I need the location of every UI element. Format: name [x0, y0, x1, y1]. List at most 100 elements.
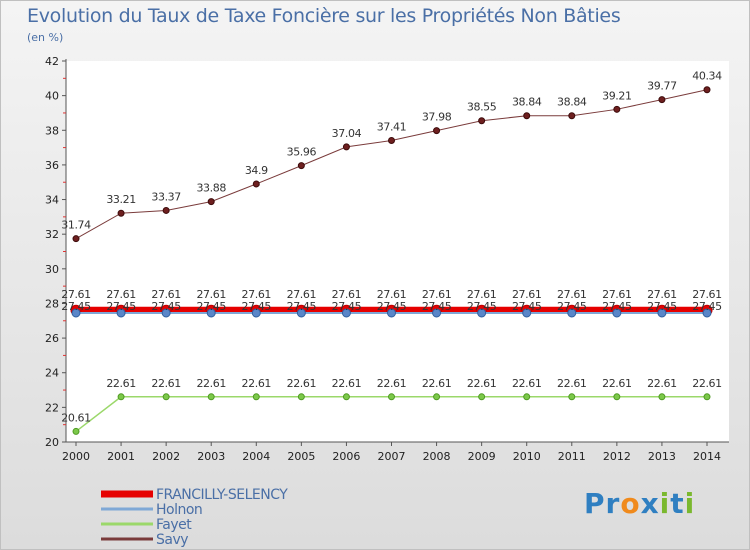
data-label-savy: 37.98 [422, 111, 452, 124]
data-point-holnon [567, 308, 577, 318]
data-point-savy [342, 143, 350, 151]
data-point-holnon [657, 308, 667, 318]
data-point-holnon [161, 308, 171, 318]
data-point-fayet [613, 393, 621, 401]
y-tick-label: 24 [45, 367, 59, 380]
data-point-savy [433, 127, 441, 135]
data-label-fayet: 22.61 [106, 377, 136, 390]
data-label-holnon: 27.45 [242, 300, 272, 313]
data-point-holnon [341, 308, 351, 318]
plot-area [66, 61, 729, 442]
data-label-fayet: 22.61 [467, 377, 497, 390]
data-label-savy: 37.41 [377, 120, 407, 133]
data-point-savy [568, 112, 576, 120]
data-label-francilly-selency: 27.61 [151, 288, 181, 301]
data-label-savy: 35.96 [287, 146, 317, 159]
x-tick-label: 2012 [603, 450, 631, 463]
x-tick-label: 2013 [648, 450, 676, 463]
data-label-savy: 39.21 [602, 89, 632, 102]
logo-letter: t [670, 487, 685, 520]
data-point-fayet [252, 393, 260, 401]
x-tick-label: 2010 [513, 450, 541, 463]
data-label-francilly-selency: 27.61 [602, 288, 632, 301]
data-label-fayet: 22.61 [242, 377, 272, 390]
data-point-fayet [207, 393, 215, 401]
y-tick-label: 22 [45, 401, 59, 414]
data-label-holnon: 27.45 [512, 300, 542, 313]
data-label-francilly-selency: 27.61 [332, 288, 362, 301]
data-label-francilly-selency: 27.61 [557, 288, 587, 301]
data-label-holnon: 27.45 [332, 300, 362, 313]
data-label-fayet: 22.61 [332, 377, 362, 390]
data-point-savy [162, 206, 170, 214]
legend-label-francilly-selency: FRANCILLY-SELENCY [156, 487, 288, 503]
data-label-francilly-selency: 27.61 [61, 288, 91, 301]
y-tick-label: 30 [45, 263, 59, 276]
data-point-holnon [251, 308, 261, 318]
data-label-holnon: 27.45 [467, 300, 497, 313]
y-tick-label: 20 [45, 436, 59, 449]
chart-title: Evolution du Taux de Taxe Foncière sur l… [27, 5, 621, 27]
data-label-fayet: 22.61 [692, 377, 722, 390]
data-point-holnon [296, 308, 306, 318]
data-point-savy [252, 180, 260, 188]
data-point-holnon [702, 308, 712, 318]
proxiti-logo: Proxiti [584, 487, 695, 520]
data-point-holnon [116, 308, 126, 318]
x-tick-label: 2009 [468, 450, 496, 463]
data-point-holnon [432, 308, 442, 318]
x-tick-label: 2002 [152, 450, 180, 463]
x-tick-label: 2014 [693, 450, 721, 463]
data-point-fayet [388, 393, 395, 401]
x-tick-label: 2005 [287, 450, 315, 463]
legend-label-savy: Savy [156, 532, 188, 548]
data-label-francilly-selency: 27.61 [196, 288, 226, 301]
x-tick-label: 2006 [332, 450, 360, 463]
data-label-savy: 31.74 [61, 219, 91, 232]
data-label-savy: 33.88 [196, 182, 226, 195]
data-label-fayet: 20.61 [61, 411, 91, 424]
data-label-holnon: 27.45 [422, 300, 452, 313]
y-unit-label: (en %) [27, 31, 64, 44]
data-label-francilly-selency: 27.61 [647, 288, 677, 301]
data-label-holnon: 27.45 [692, 300, 722, 313]
data-label-fayet: 22.61 [151, 377, 181, 390]
data-label-savy: 40.34 [692, 70, 722, 83]
legend-swatch-fayet [101, 522, 153, 526]
data-label-francilly-selency: 27.61 [106, 288, 136, 301]
data-point-savy [207, 198, 215, 206]
legend-swatch-francilly-selency [101, 490, 153, 498]
data-point-fayet [658, 393, 666, 401]
data-point-fayet [72, 427, 80, 435]
data-point-savy [478, 117, 486, 125]
data-label-savy: 39.77 [647, 80, 677, 93]
y-tick-label: 40 [45, 90, 59, 103]
data-label-francilly-selency: 27.61 [287, 288, 317, 301]
data-point-fayet [478, 393, 486, 401]
data-label-savy: 38.84 [557, 96, 587, 109]
data-label-holnon: 27.45 [377, 300, 407, 313]
data-point-savy [523, 112, 531, 120]
data-point-holnon [206, 308, 216, 318]
data-point-savy [297, 162, 305, 170]
data-label-fayet: 22.61 [557, 377, 587, 390]
data-point-holnon [477, 308, 487, 318]
data-label-fayet: 22.61 [422, 377, 452, 390]
data-label-savy: 38.84 [512, 96, 542, 109]
data-point-fayet [433, 393, 441, 401]
data-point-fayet [162, 393, 170, 401]
data-label-fayet: 22.61 [602, 377, 632, 390]
legend-swatch-holnon [101, 507, 153, 511]
data-point-fayet [568, 393, 576, 401]
data-label-holnon: 27.45 [647, 300, 677, 313]
data-point-holnon [71, 308, 81, 318]
data-point-savy [658, 96, 666, 104]
data-point-fayet [342, 393, 350, 401]
data-point-savy [117, 209, 125, 217]
data-label-holnon: 27.45 [106, 300, 136, 313]
legend-swatch-savy [101, 537, 153, 541]
data-label-fayet: 22.61 [196, 377, 226, 390]
logo-letter: i [659, 487, 671, 520]
logo-letter: o [620, 487, 641, 520]
